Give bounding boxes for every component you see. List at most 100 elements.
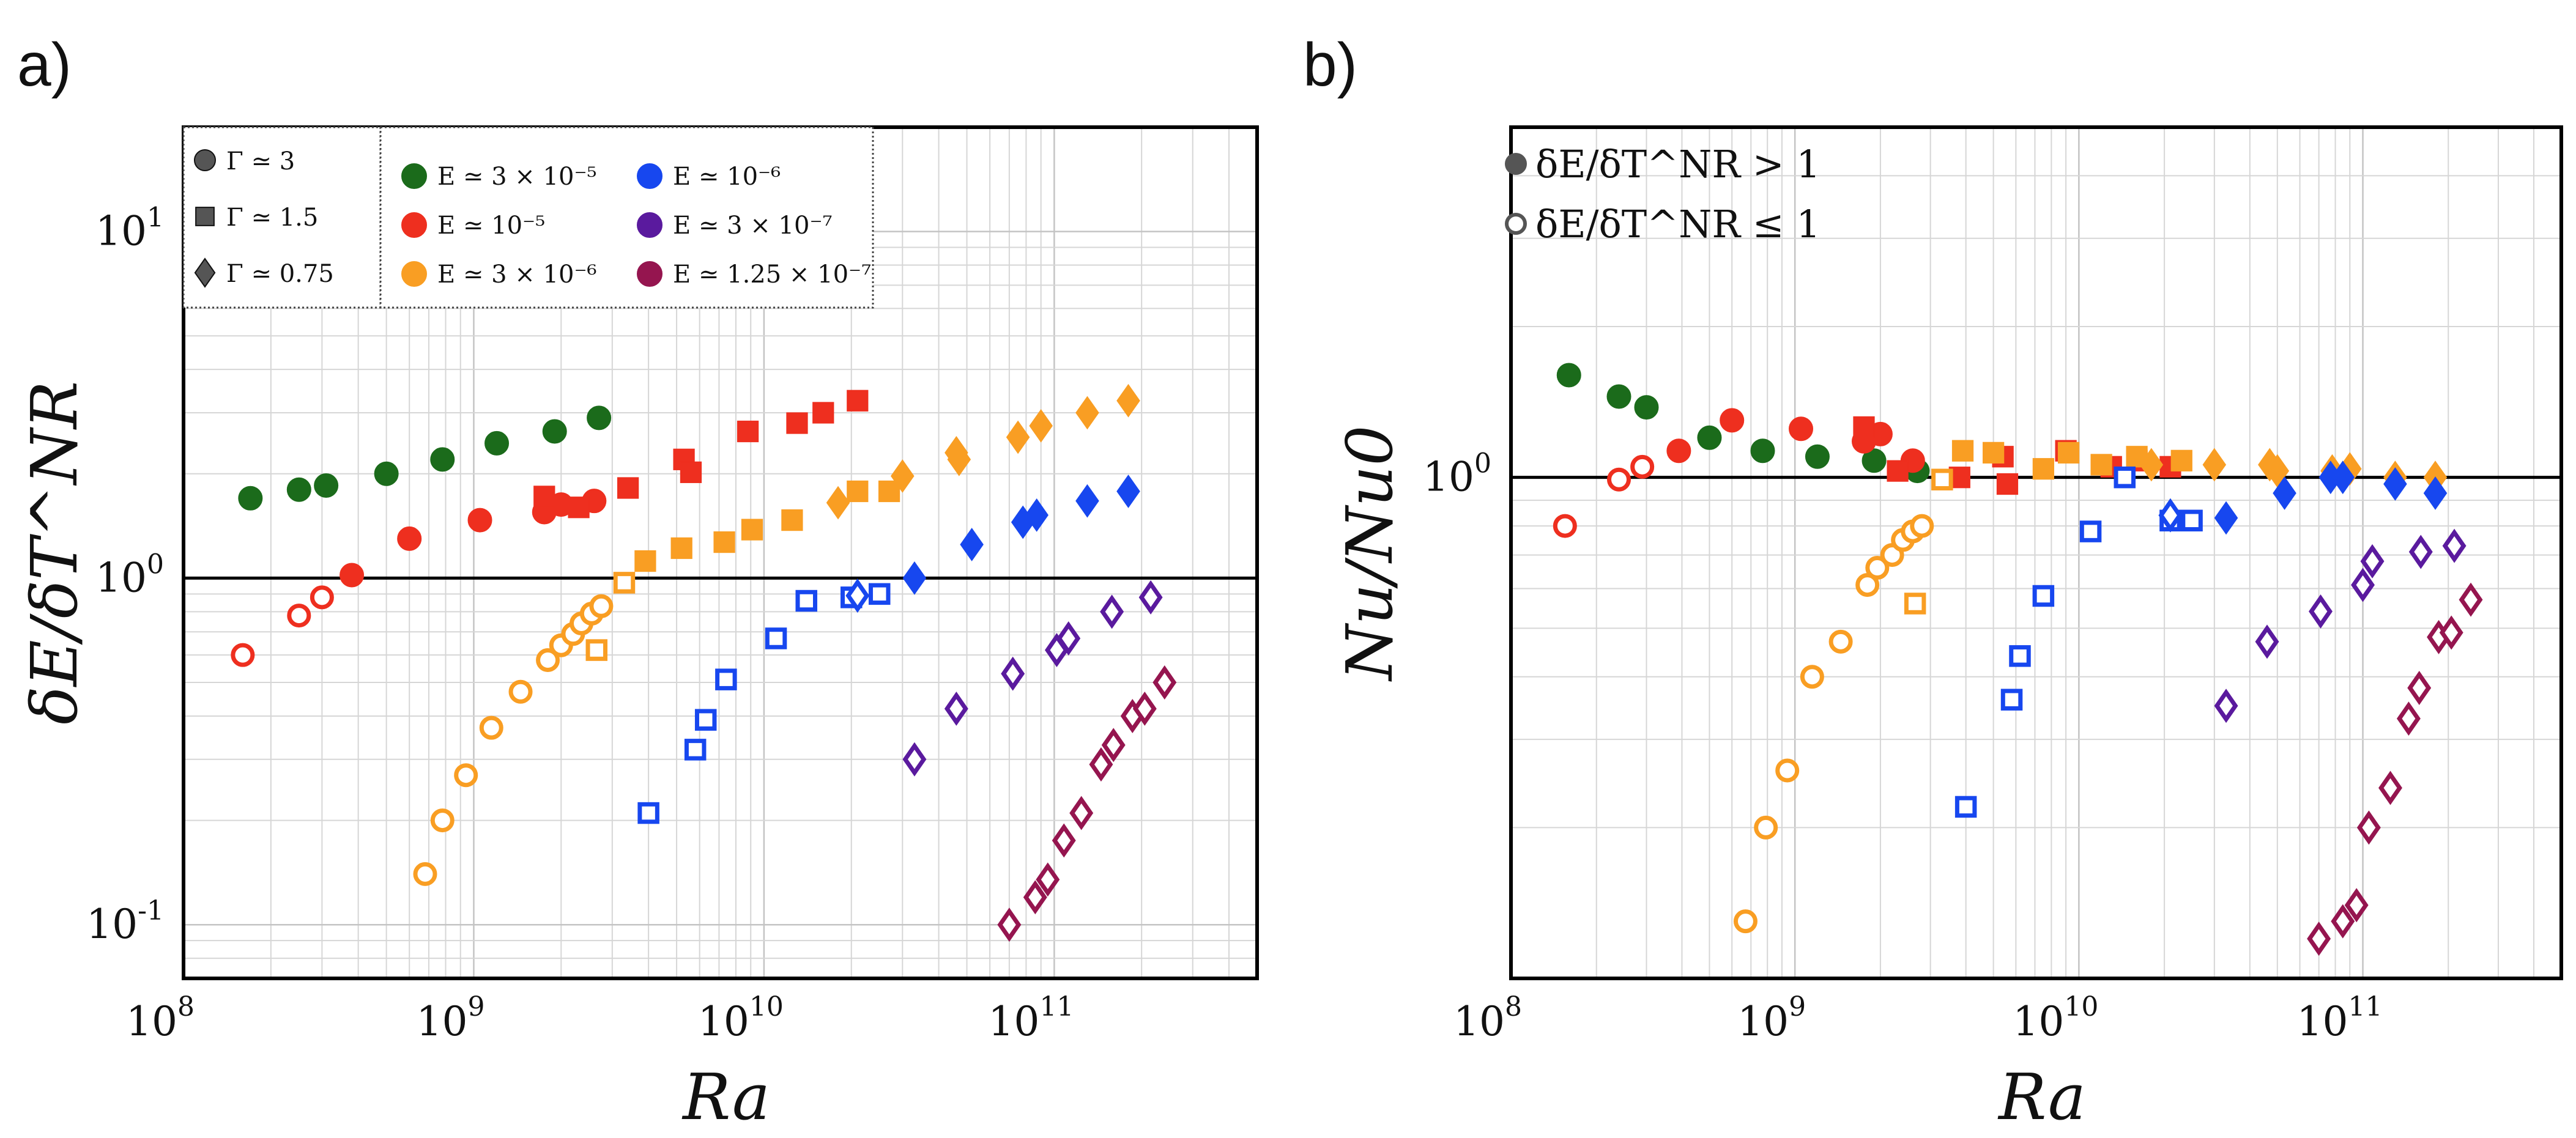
legend-label: Γ ≃ 0.75	[226, 260, 334, 288]
data-point	[878, 480, 900, 503]
data-point	[847, 390, 869, 412]
legend-marker	[194, 149, 216, 171]
data-point	[1025, 498, 1049, 532]
legend-label: E ≃ 10⁻⁶	[673, 163, 781, 191]
legend-marker-filled	[1505, 153, 1527, 175]
legend-colors: E ≃ 3 × 10⁻⁵ E ≃ 10⁻⁵ E ≃ 3 × 10⁻⁶ E ≃ 10⁻⁶…	[379, 126, 874, 309]
data-point	[430, 447, 455, 472]
panel-label: a)	[17, 31, 72, 99]
legend-label: Γ ≃ 1.5	[226, 204, 318, 232]
data-point	[868, 583, 891, 605]
y-tick-label: 10-1	[86, 895, 164, 948]
data-point	[891, 459, 915, 493]
data-point	[1606, 384, 1631, 409]
data-point	[1075, 396, 1099, 430]
x-tick-label: 109	[1737, 991, 1806, 1045]
data-markers	[231, 383, 1177, 942]
data-point	[467, 508, 492, 533]
data-point	[2000, 689, 2023, 711]
data-point	[2459, 582, 2483, 617]
legend-label: E ≃ 3 × 10⁻⁶	[437, 260, 597, 289]
data-point	[694, 709, 717, 731]
data-point	[314, 473, 339, 498]
legend-marker-open	[1505, 213, 1527, 235]
data-point	[286, 477, 311, 502]
data-point	[902, 742, 927, 777]
data-point	[2351, 567, 2375, 602]
data-point	[684, 739, 707, 761]
data-point	[1954, 796, 1977, 818]
x-tick-label: 108	[1453, 991, 1522, 1045]
data-point	[2273, 476, 2296, 510]
data-point	[944, 691, 968, 726]
data-point	[1006, 420, 1030, 454]
data-point	[1720, 408, 1745, 433]
data-point	[2423, 476, 2448, 510]
legend-fill: δE/δT^NR > 1 δE/δT^NR ≤ 1	[1505, 142, 1821, 246]
data-point	[589, 594, 614, 618]
legend-marker	[194, 257, 216, 288]
data-point	[947, 442, 971, 476]
data-point	[1865, 556, 1890, 580]
data-point	[374, 461, 399, 486]
data-point	[2170, 449, 2192, 471]
data-point	[1775, 758, 1800, 783]
data-point	[781, 509, 803, 531]
legend-label: E ≃ 1.25 × 10⁻⁷	[673, 260, 871, 289]
data-point	[231, 643, 255, 667]
data-point	[826, 486, 850, 520]
data-point	[786, 412, 808, 434]
legend-colors-box	[379, 126, 874, 309]
data-point	[430, 808, 455, 833]
data-point	[2407, 670, 2432, 705]
data-point	[1800, 665, 1824, 689]
data-point	[1075, 484, 1099, 518]
data-point	[1069, 796, 1094, 830]
legend-label: δE/δT^NR ≤ 1	[1535, 202, 1821, 246]
data-point	[1138, 580, 1163, 615]
data-point	[2360, 544, 2385, 578]
legend-color-marker	[401, 261, 427, 287]
legend-shapes-box	[182, 126, 382, 309]
grid	[1511, 127, 2561, 978]
data-point	[2396, 701, 2421, 736]
x-axis-title: Ra	[681, 1060, 770, 1134]
legend-color-marker	[637, 212, 663, 238]
data-point	[2009, 645, 2031, 667]
data-point	[2356, 810, 2381, 845]
data-point	[2214, 689, 2238, 723]
legend-label: δE/δT^NR > 1	[1535, 142, 1821, 187]
data-point	[1630, 454, 1655, 479]
data-point	[2255, 624, 2279, 659]
data-point	[397, 526, 422, 551]
data-point	[1556, 363, 1581, 388]
data-point	[1996, 473, 2019, 495]
data-point	[454, 763, 478, 788]
x-tick-label: 1010	[2013, 991, 2098, 1045]
data-point	[902, 561, 927, 595]
data-point	[1553, 514, 1577, 538]
data-point	[413, 862, 437, 886]
data-point	[587, 405, 612, 430]
data-point	[1606, 467, 1631, 492]
data-point	[1697, 425, 1722, 450]
data-point	[2214, 501, 2238, 535]
data-point	[310, 585, 334, 610]
data-point	[1853, 416, 1875, 438]
data-point	[741, 519, 763, 541]
legend-color-marker	[401, 163, 427, 189]
data-point	[795, 589, 817, 612]
legend-shapes: Γ ≃ 3 Γ ≃ 1.5 Γ ≃ 0.75	[182, 126, 382, 309]
data-point	[287, 604, 311, 628]
data-point	[2032, 458, 2054, 480]
data-point	[1100, 594, 1124, 629]
data-point	[1116, 383, 1140, 418]
data-point	[2079, 520, 2102, 542]
legend-marker	[195, 207, 215, 226]
data-point	[1089, 747, 1113, 782]
legend-label: E ≃ 10⁻⁵	[437, 212, 545, 240]
data-point	[715, 668, 737, 690]
x-tick-label: 1010	[698, 991, 784, 1045]
legend-label: Γ ≃ 3	[226, 147, 295, 176]
legend-color-marker	[401, 212, 427, 238]
